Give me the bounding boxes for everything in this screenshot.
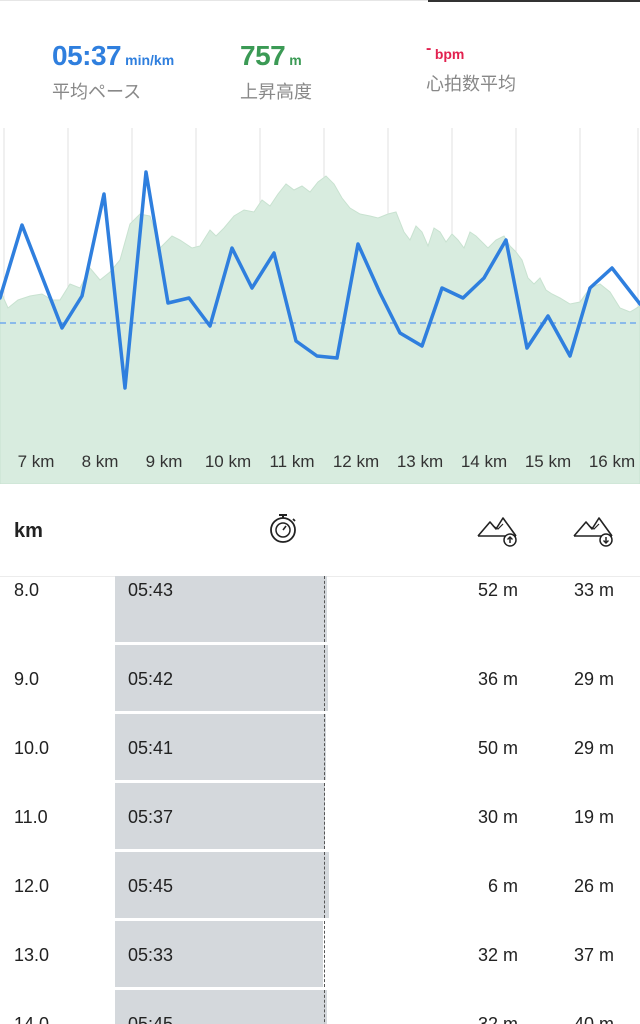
pace-bar [115,921,323,987]
split-km: 8.0 [14,580,40,600]
pace-bar [115,576,327,642]
splits-table-body[interactable]: 8.0 05:43 52 m 33 m 9.0 05:42 36 m 29 m 10.0 05:4… [0,576,640,1024]
table-row[interactable]: 11.0 05:37 30 m 19 m [0,783,640,851]
split-pace: 05:42 [128,669,174,689]
x-axis-tick-label: 8 km [82,452,119,471]
heart-rate-value: - [426,40,431,57]
avg-pace-label: 平均ペース [52,82,142,102]
x-axis-labels: 7 km 8 km 9 km 10 km 11 km 12 km 13 km 14 km 15 … [18,452,636,471]
elevation-area [0,175,640,484]
heart-rate-label: 心拍数平均 [426,74,516,94]
top-divider [0,0,640,3]
split-descent: 29 m [573,669,614,689]
avg-pace-value: 05:37 [52,40,122,71]
elevation-gain-unit: m [289,52,302,68]
split-descent: 29 m [573,738,614,758]
split-km: 10.0 [14,738,50,758]
summary-stats: 05:37 min/km 平均ペース 757 m 上昇高度 - bpm 心拍数平均 [0,40,640,120]
pace-bar [115,990,327,1024]
elevation-gain-stat: 757 m 上昇高度 [240,40,312,104]
table-row[interactable]: 12.0 05:45 6 m 26 m [0,852,640,920]
pace-line [0,170,640,390]
average-pace-marker [324,852,325,918]
x-axis-tick-label: 16 km [589,452,635,471]
avg-pace-stat: 05:37 min/km 平均ペース [52,40,174,104]
pace-bar [115,852,329,918]
pace-bar [115,645,328,711]
splits-table-header: km [0,484,640,577]
heart-rate-unit: bpm [434,46,465,62]
avg-pace-unit: min/km [125,52,175,68]
x-axis-tick-label: 7 km [18,452,55,471]
pace-bar [115,714,326,780]
x-axis-tick-label: 11 km [269,452,314,471]
x-axis-tick-label: 15 km [525,452,571,471]
table-row[interactable]: 14.0 05:45 32 m 40 m [0,990,640,1024]
split-ascent: 6 m [487,876,518,896]
average-pace-marker [324,990,325,1024]
elevation-gain-value: 757 [240,40,286,71]
average-pace-marker [324,645,325,711]
split-ascent: 52 m [477,580,518,600]
split-km: 12.0 [14,876,50,896]
tab-underline-active[interactable] [428,0,640,2]
mountain-up-icon[interactable] [476,512,520,553]
x-axis-tick-label: 14 km [461,452,507,471]
split-pace: 05:41 [128,738,174,758]
average-pace-marker [324,783,325,849]
split-pace: 05:37 [128,807,174,827]
split-km: 13.0 [14,945,50,965]
split-descent: 37 m [573,945,614,965]
pace-elevation-chart[interactable]: 7 km 8 km 9 km 10 km 11 km 12 km 13 km 14 km 15 … [0,128,640,484]
x-axis-tick-label: 10 km [205,452,251,471]
split-ascent: 32 m [477,945,518,965]
table-row[interactable]: 9.0 05:42 36 m 29 m [0,645,640,713]
average-pace-marker [324,576,325,642]
table-row[interactable]: 13.0 05:33 32 m 37 m [0,921,640,989]
x-axis-tick-label: 12 km [333,452,379,471]
pace-bar [115,783,325,849]
stopwatch-icon[interactable] [268,512,298,549]
tab-underline-left [0,0,428,1]
split-descent: 33 m [573,580,614,600]
split-descent: 19 m [573,807,614,827]
split-pace: 05:45 [128,1014,174,1024]
split-descent: 26 m [573,876,614,896]
km-column-header[interactable]: km [14,520,43,542]
x-axis-tick-label: 9 km [146,452,183,471]
split-ascent: 32 m [477,1014,518,1024]
heart-rate-stat: - bpm 心拍数平均 [426,40,516,96]
mountain-down-icon[interactable] [572,512,616,553]
split-km: 11.0 [14,807,48,827]
split-pace: 05:33 [128,945,174,965]
average-pace-marker [324,921,325,987]
split-descent: 40 m [573,1014,614,1024]
table-row[interactable]: 10.0 05:41 50 m 29 m [0,714,640,782]
split-ascent: 30 m [477,807,518,827]
split-ascent: 50 m [477,738,518,758]
x-axis-tick-label: 13 km [397,452,443,471]
elevation-gain-label: 上昇高度 [240,82,312,102]
split-ascent: 36 m [477,669,518,689]
average-pace-marker [324,714,325,780]
split-pace: 05:43 [128,580,174,600]
table-row[interactable]: 8.0 05:43 52 m 33 m [0,576,640,644]
split-km: 14.0 [14,1014,50,1024]
split-pace: 05:45 [128,876,174,896]
split-km: 9.0 [14,669,40,689]
